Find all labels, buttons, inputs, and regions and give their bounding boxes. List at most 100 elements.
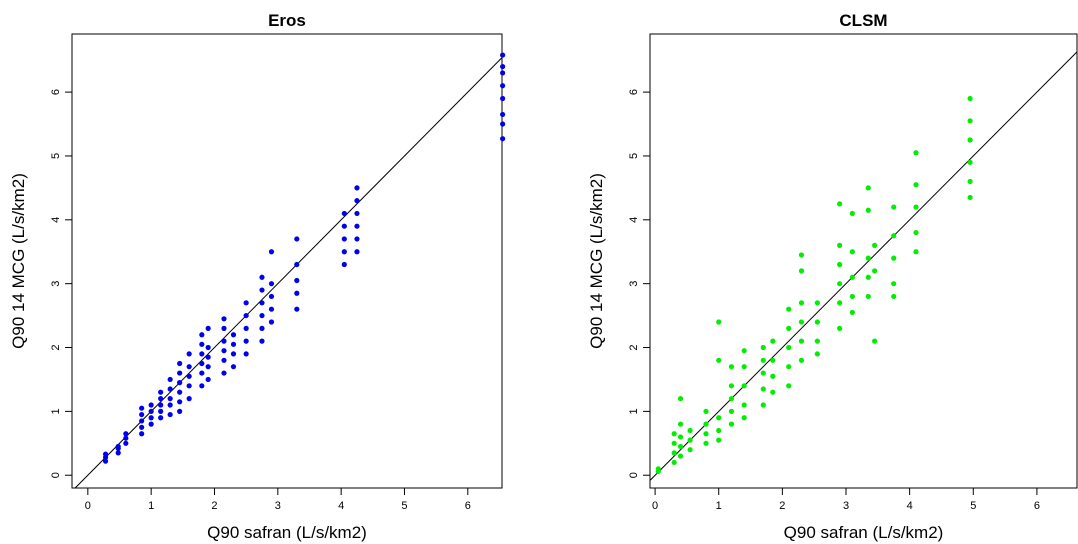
point: [294, 290, 300, 296]
point: [268, 293, 275, 300]
point: [891, 293, 897, 300]
point: [913, 229, 919, 236]
point: [167, 411, 173, 418]
point: [148, 415, 154, 421]
point: [500, 63, 506, 70]
point: [849, 274, 855, 280]
point: [158, 402, 164, 408]
point: [967, 178, 973, 185]
point: [741, 348, 747, 354]
point: [677, 396, 684, 402]
x-tick-label: 5: [401, 500, 407, 512]
point: [354, 223, 360, 229]
point: [687, 437, 693, 443]
point: [891, 255, 897, 261]
point: [294, 236, 300, 242]
identity-line: [74, 57, 503, 489]
point: [760, 386, 766, 392]
point: [967, 95, 973, 102]
point: [158, 408, 164, 414]
point: [837, 300, 843, 306]
point: [230, 341, 237, 347]
point: [786, 306, 792, 312]
point: [967, 137, 973, 143]
point: [741, 402, 747, 408]
point: [205, 344, 211, 351]
point: [849, 309, 855, 316]
point: [341, 223, 347, 229]
point: [967, 159, 973, 165]
point: [770, 373, 776, 379]
point: [205, 325, 211, 331]
point: [177, 370, 183, 376]
point: [205, 376, 211, 383]
point: [123, 440, 129, 446]
point: [500, 111, 506, 118]
point: [167, 376, 173, 383]
point: [671, 459, 677, 466]
point: [716, 415, 722, 421]
x-tick-label: 5: [970, 500, 976, 512]
point: [500, 70, 506, 76]
x-tick-label: 2: [211, 500, 217, 512]
y-tick-label: 6: [628, 89, 640, 95]
point: [500, 95, 506, 102]
x-axis-label: Q90 safran (L/s/km2): [207, 523, 367, 542]
point: [167, 386, 173, 392]
x-tick-label: 1: [148, 500, 154, 512]
point: [268, 249, 275, 255]
point: [354, 210, 360, 217]
point: [728, 383, 735, 389]
point: [716, 357, 722, 363]
point: [354, 198, 360, 204]
point: [770, 357, 776, 363]
point: [221, 316, 227, 322]
point: [872, 268, 878, 274]
point: [849, 249, 855, 255]
point: [814, 300, 820, 306]
point: [221, 325, 227, 331]
point: [243, 338, 249, 344]
x-tick-label: 3: [843, 500, 849, 512]
point: [728, 396, 735, 402]
point: [102, 451, 109, 457]
point: [865, 293, 871, 300]
point: [500, 83, 506, 89]
point: [158, 389, 164, 395]
point: [139, 418, 145, 424]
point: [259, 287, 265, 293]
point: [677, 421, 684, 427]
point: [148, 421, 154, 427]
point: [199, 370, 205, 376]
point: [837, 242, 843, 248]
point: [500, 52, 506, 58]
point: [891, 204, 897, 210]
point: [177, 408, 183, 414]
point: [671, 450, 677, 456]
point: [199, 332, 205, 338]
y-axis-label: Q90 14 MCG (L/s/km2): [9, 173, 28, 349]
point: [230, 332, 237, 338]
point: [186, 351, 192, 357]
point: [123, 431, 129, 437]
point: [199, 341, 205, 347]
point: [677, 453, 684, 459]
point: [798, 268, 805, 274]
point: [798, 357, 805, 363]
x-tick-label: 6: [1034, 500, 1040, 512]
y-tick-label: 1: [50, 408, 62, 414]
point: [865, 185, 871, 191]
y-tick-label: 5: [50, 153, 62, 159]
point: [259, 274, 265, 280]
plot-frame: [71, 33, 503, 489]
point: [259, 338, 265, 344]
point: [186, 364, 192, 370]
point: [891, 233, 897, 239]
point: [837, 201, 843, 207]
point: [770, 389, 776, 395]
point: [115, 443, 121, 450]
point: [243, 300, 249, 306]
point: [716, 319, 722, 325]
x-tick-label: 0: [85, 500, 91, 512]
point: [798, 338, 805, 344]
